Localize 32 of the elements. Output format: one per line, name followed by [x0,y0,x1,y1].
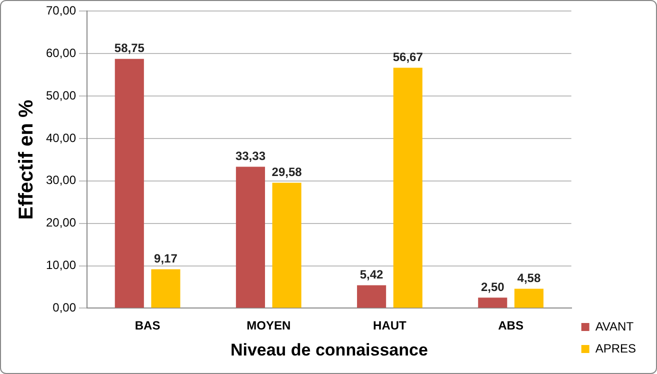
data-label: 58,75 [114,41,145,56]
bar [272,182,302,308]
bar [393,68,422,308]
x-axis-title: Niveau de connaissance [230,340,428,360]
legend-label: APRES [595,341,636,356]
legend-label: AVANT [595,319,634,334]
bar [114,58,144,308]
y-tick-label: 10,00 [46,258,76,272]
x-tick-label: HAUT [373,318,408,333]
bar [151,269,180,308]
y-tick-label: 0,00 [52,300,76,315]
y-tick-label: 30,00 [46,173,76,188]
bar [478,298,508,308]
data-label: 2,50 [480,280,505,294]
y-tick-label: 20,00 [46,216,76,230]
data-label: 9,17 [154,252,178,266]
y-tick-label: 50,00 [46,88,76,102]
data-label: 33,33 [235,149,266,164]
data-label: 29,58 [272,165,302,180]
bar [236,166,266,308]
y-tick-label: 60,00 [46,46,76,60]
x-tick-label: MOYEN [246,318,291,333]
y-tick-label: 40,00 [46,130,76,145]
y-tick-label: 70,00 [46,4,76,18]
data-label: 56,67 [392,50,424,64]
data-label: 5,42 [360,268,384,282]
bar [514,288,544,308]
bar [357,285,386,308]
x-tick-label: ABS [498,318,524,333]
y-axis-title: Effectif en % [16,99,38,220]
x-tick-label: BAS [134,318,160,333]
data-label: 4,58 [517,271,541,286]
